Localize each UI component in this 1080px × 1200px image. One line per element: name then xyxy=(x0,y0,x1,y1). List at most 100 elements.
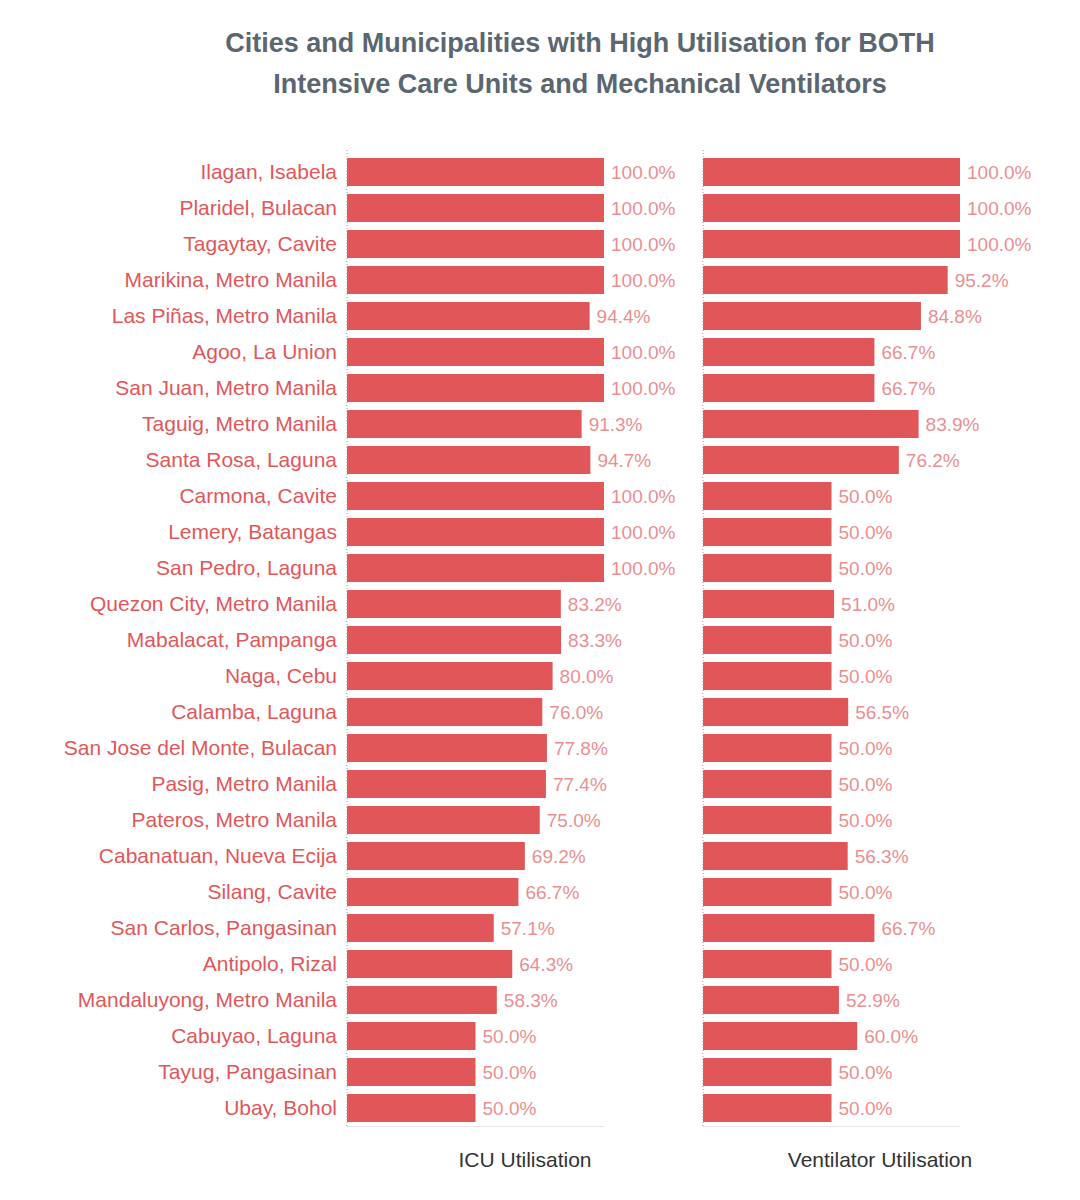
bar xyxy=(703,698,848,726)
bar xyxy=(347,878,518,906)
bar xyxy=(347,626,561,654)
bar xyxy=(703,590,834,618)
data-label: 100.0% xyxy=(611,162,676,183)
bars xyxy=(347,158,604,1122)
bar xyxy=(703,734,832,762)
category-label: Taguig, Metro Manila xyxy=(142,412,337,435)
bar xyxy=(703,446,899,474)
axis-label: Ventilator Utilisation xyxy=(788,1148,972,1171)
bar xyxy=(703,914,874,942)
data-label: 50.0% xyxy=(839,666,893,687)
data-label: 94.7% xyxy=(597,450,651,471)
data-label: 75.0% xyxy=(547,810,601,831)
data-label: 50.0% xyxy=(839,810,893,831)
data-label: 50.0% xyxy=(483,1098,537,1119)
bar xyxy=(347,1022,476,1050)
data-label: 69.2% xyxy=(532,846,586,867)
bar xyxy=(703,266,948,294)
axis-label: ICU Utilisation xyxy=(458,1148,591,1171)
category-label: San Pedro, Laguna xyxy=(156,556,337,579)
data-label: 80.0% xyxy=(560,666,614,687)
data-label: 83.3% xyxy=(568,630,622,651)
data-label: 76.2% xyxy=(906,450,960,471)
category-label: Marikina, Metro Manila xyxy=(125,268,338,291)
data-label: 50.0% xyxy=(839,954,893,975)
data-label: 64.3% xyxy=(519,954,573,975)
data-label: 58.3% xyxy=(504,990,558,1011)
category-label: Tagaytay, Cavite xyxy=(183,232,337,255)
data-label: 50.0% xyxy=(839,1098,893,1119)
bars xyxy=(703,158,960,1122)
bar xyxy=(703,482,832,510)
data-label: 100.0% xyxy=(611,378,676,399)
category-label: Tayug, Pangasinan xyxy=(158,1060,337,1083)
data-label: 66.7% xyxy=(881,918,935,939)
category-label: Pateros, Metro Manila xyxy=(132,808,338,831)
bar xyxy=(703,194,960,222)
bar xyxy=(703,986,839,1014)
data-label: 50.0% xyxy=(839,558,893,579)
data-label: 100.0% xyxy=(967,162,1032,183)
category-label: Silang, Cavite xyxy=(207,880,337,903)
data-label: 56.5% xyxy=(855,702,909,723)
data-label: 100.0% xyxy=(611,522,676,543)
bar xyxy=(703,374,874,402)
bar xyxy=(703,554,832,582)
category-label: Pasig, Metro Manila xyxy=(151,772,337,795)
bar xyxy=(703,1094,832,1122)
data-label: 50.0% xyxy=(839,738,893,759)
data-label: 84.8% xyxy=(928,306,982,327)
bar xyxy=(347,734,547,762)
value-axis-line xyxy=(347,1126,604,1127)
data-label: 50.0% xyxy=(839,1062,893,1083)
data-label: 60.0% xyxy=(864,1026,918,1047)
data-label: 100.0% xyxy=(967,198,1032,219)
data-label: 66.7% xyxy=(525,882,579,903)
bar xyxy=(347,302,590,330)
data-label: 50.0% xyxy=(839,882,893,903)
bar xyxy=(703,626,832,654)
bar xyxy=(703,158,960,186)
data-label: 50.0% xyxy=(483,1062,537,1083)
data-label: 83.2% xyxy=(568,594,622,615)
category-label: Lemery, Batangas xyxy=(168,520,337,543)
bar xyxy=(347,518,604,546)
category-label: Plaridel, Bulacan xyxy=(179,196,337,219)
data-label: 50.0% xyxy=(839,522,893,543)
bar xyxy=(703,410,919,438)
category-label: Quezon City, Metro Manila xyxy=(90,592,337,615)
category-label: Mabalacat, Pampanga xyxy=(127,628,337,651)
bar xyxy=(347,482,604,510)
bar xyxy=(703,1022,857,1050)
bar xyxy=(703,878,832,906)
bar xyxy=(347,662,553,690)
bar xyxy=(347,446,590,474)
category-label: Antipolo, Rizal xyxy=(203,952,337,975)
category-label: Naga, Cebu xyxy=(225,664,337,687)
data-label: 50.0% xyxy=(839,486,893,507)
bar xyxy=(347,374,604,402)
data-label: 83.9% xyxy=(926,414,980,435)
data-label: 76.0% xyxy=(549,702,603,723)
bar xyxy=(703,1058,832,1086)
bar xyxy=(703,806,832,834)
data-label: 57.1% xyxy=(501,918,555,939)
bar xyxy=(347,770,546,798)
chart: Cities and Municipalities with High Util… xyxy=(0,0,1080,1200)
data-label: 50.0% xyxy=(839,774,893,795)
bar xyxy=(703,230,960,258)
bar xyxy=(703,662,832,690)
value-axis-line xyxy=(703,1126,960,1127)
bar xyxy=(347,806,540,834)
bar xyxy=(703,338,874,366)
category-label: San Juan, Metro Manila xyxy=(115,376,337,399)
category-label: Santa Rosa, Laguna xyxy=(146,448,338,471)
data-label: 50.0% xyxy=(839,630,893,651)
data-label: 95.2% xyxy=(955,270,1009,291)
bar xyxy=(347,410,582,438)
data-label: 100.0% xyxy=(611,342,676,363)
bar xyxy=(703,518,832,546)
category-label: Ilagan, Isabela xyxy=(200,160,337,183)
category-label: Carmona, Cavite xyxy=(179,484,337,507)
data-label: 94.4% xyxy=(597,306,651,327)
